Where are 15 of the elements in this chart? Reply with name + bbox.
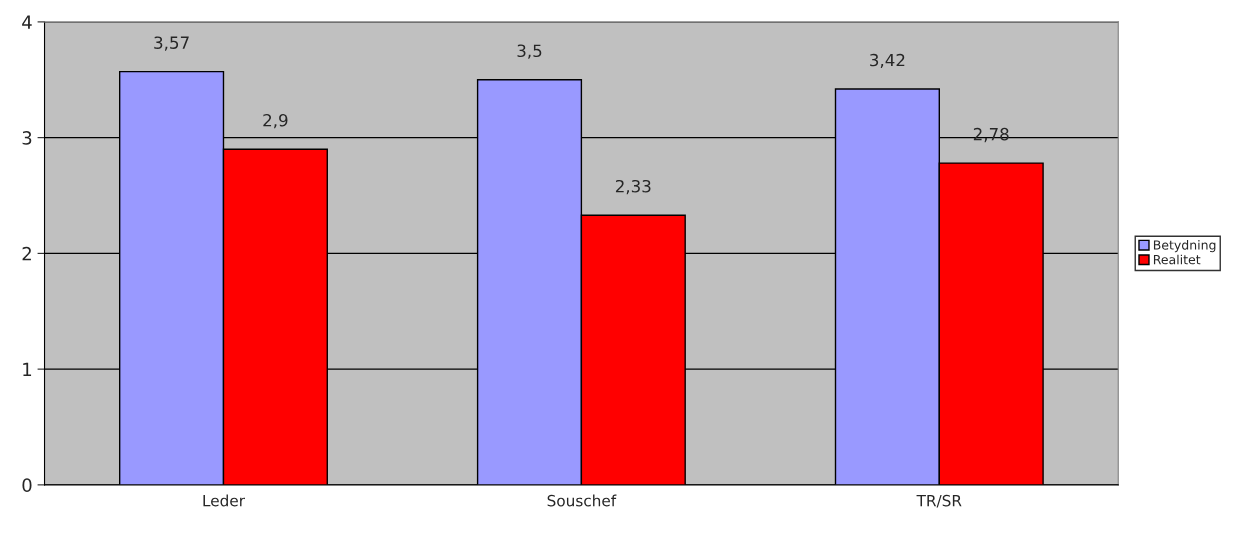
data-label: 3,42 — [870, 53, 905, 69]
data-label: 2,33 — [615, 179, 651, 195]
x-tick-label: Souschef — [547, 494, 617, 507]
data-label: 2,9 — [263, 113, 288, 129]
y-tick-label: 2 — [22, 246, 31, 261]
y-tick-label: 3 — [22, 131, 32, 145]
y-tick-label: 1 — [23, 362, 32, 376]
y-tick-label: 4 — [22, 15, 32, 29]
legend-label: Betydning — [1153, 240, 1216, 253]
legend-label: Realitet — [1153, 254, 1201, 265]
x-tick-label: Leder — [203, 494, 245, 507]
data-label: 3,5 — [517, 44, 542, 59]
y-tick-label: 0 — [22, 478, 32, 492]
data-label: 3,57 — [154, 36, 189, 51]
x-tick-label: TR/SR — [916, 494, 962, 508]
